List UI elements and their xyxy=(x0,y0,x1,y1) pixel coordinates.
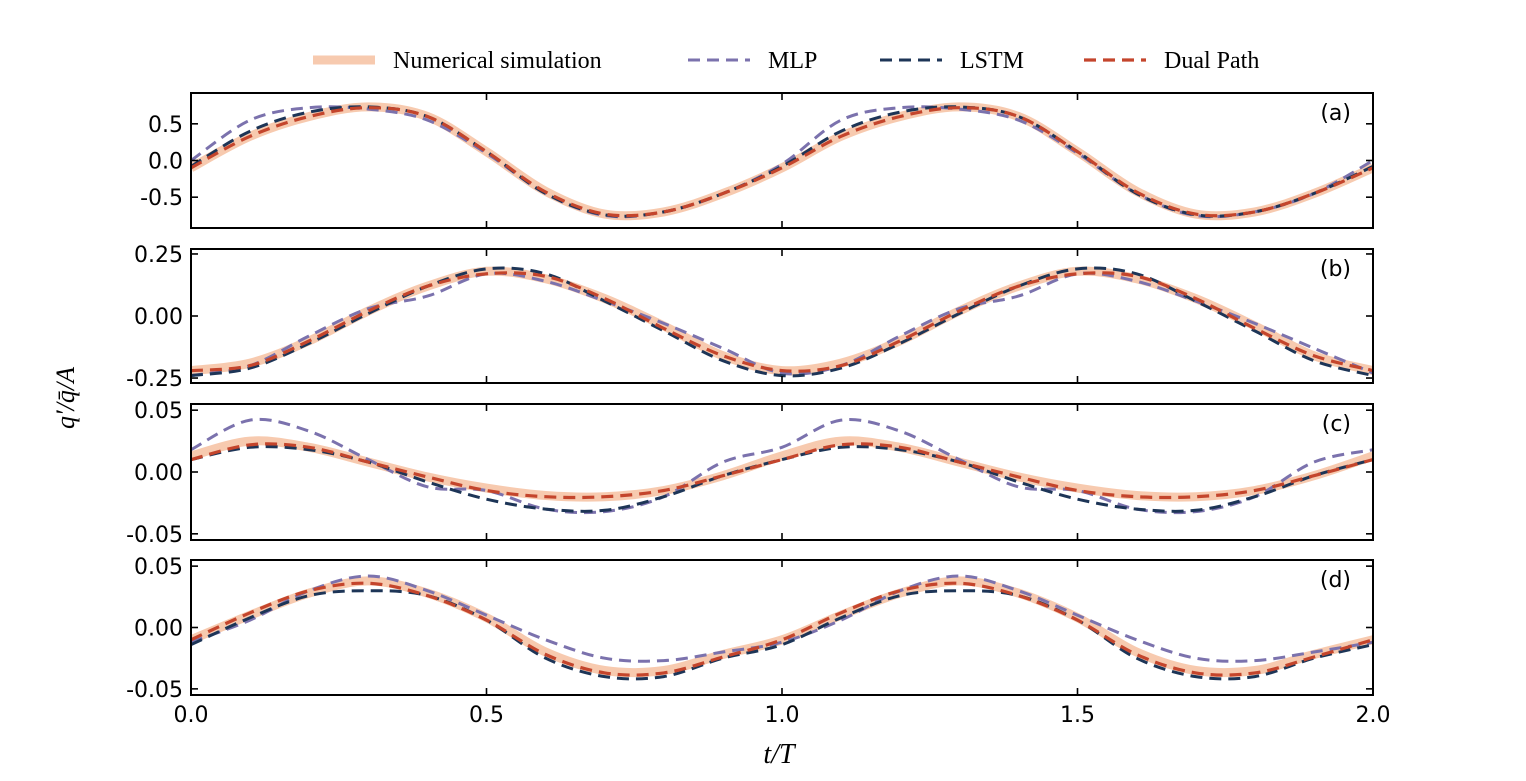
series-line-numerical xyxy=(191,102,1373,221)
series-line-lstm xyxy=(191,105,1373,218)
series-line-numerical xyxy=(191,576,1373,678)
legend-item-numerical: Numerical simulation xyxy=(313,48,602,74)
panel-frame xyxy=(190,92,1374,229)
x-tick-label: 1.0 xyxy=(765,703,800,728)
series-line-lstm xyxy=(191,589,1373,681)
legend-label-mlp: MLP xyxy=(768,48,817,74)
series-line-dual xyxy=(191,271,1373,373)
legend-item-lstm: LSTM xyxy=(880,48,1024,74)
series-line-lstm xyxy=(191,266,1373,378)
y-tick-label: 0.05 xyxy=(134,399,183,424)
y-tick-label: -0.05 xyxy=(126,678,183,703)
panel-series-group xyxy=(191,574,1373,681)
series-line-dual xyxy=(191,581,1373,677)
legend: Numerical simulation MLP LSTM Dual Path xyxy=(313,48,1259,74)
x-tick-label: 2.0 xyxy=(1356,703,1391,728)
panel-a: 0.5 0.0 -0.5 (a) xyxy=(140,92,1374,229)
legend-label-lstm: LSTM xyxy=(960,48,1024,74)
legend-item-dual: Dual Path xyxy=(1084,48,1259,74)
y-axis-label: q′/q̄/A xyxy=(51,367,80,429)
panel-tag: (a) xyxy=(1320,101,1351,126)
series-line-numerical xyxy=(191,436,1373,502)
legend-label-numerical: Numerical simulation xyxy=(393,48,602,74)
legend-item-mlp: MLP xyxy=(688,48,817,74)
panel-b: 0.25 0.00 -0.25 (b) xyxy=(126,243,1374,392)
series-line-dual xyxy=(191,106,1373,218)
panel-tag: (d) xyxy=(1320,568,1351,593)
y-tick-label: 0.05 xyxy=(134,555,183,580)
panel-series-group xyxy=(191,266,1373,378)
series-line-mlp xyxy=(191,271,1373,378)
x-tick-label: 0.0 xyxy=(174,703,209,728)
panel-tag: (c) xyxy=(1322,412,1351,437)
panel-frame xyxy=(190,403,1374,541)
panel-d: 0.05 0.00 -0.05 (d) xyxy=(126,555,1374,703)
panel-tag: (b) xyxy=(1320,257,1351,282)
y-tick-label: 0.00 xyxy=(134,461,183,486)
series-line-mlp xyxy=(191,105,1373,219)
panel-frame xyxy=(190,248,1374,384)
series-line-mlp xyxy=(191,574,1373,663)
y-tick-label: 0.0 xyxy=(148,150,183,175)
x-tick-labels: 0.0 0.5 1.0 1.5 2.0 xyxy=(174,703,1391,728)
panel-c: 0.05 0.00 -0.05 (c) xyxy=(126,399,1374,548)
y-tick-label: 0.25 xyxy=(134,243,183,268)
y-tick-label: -0.05 xyxy=(126,523,183,548)
series-line-dual xyxy=(191,442,1373,500)
panel-series-group xyxy=(191,417,1373,515)
series-line-numerical xyxy=(191,266,1373,376)
chart-panels: 0.5 0.0 -0.5 (a) 0.25 0.00 -0.25 (b) 0.05 0.00 -0.… xyxy=(126,92,1374,703)
x-tick-label: 1.5 xyxy=(1060,703,1095,728)
x-tick-label: 0.5 xyxy=(469,703,504,728)
y-tick-label: -0.25 xyxy=(126,367,183,392)
panel-series-group xyxy=(191,102,1373,221)
y-tick-label: 0.00 xyxy=(134,305,183,330)
y-tick-label: 0.00 xyxy=(134,617,183,642)
y-tick-label: 0.5 xyxy=(148,113,183,138)
x-axis-label: t/T xyxy=(763,739,797,770)
y-tick-label: -0.5 xyxy=(140,186,183,211)
legend-label-dual: Dual Path xyxy=(1164,48,1259,74)
